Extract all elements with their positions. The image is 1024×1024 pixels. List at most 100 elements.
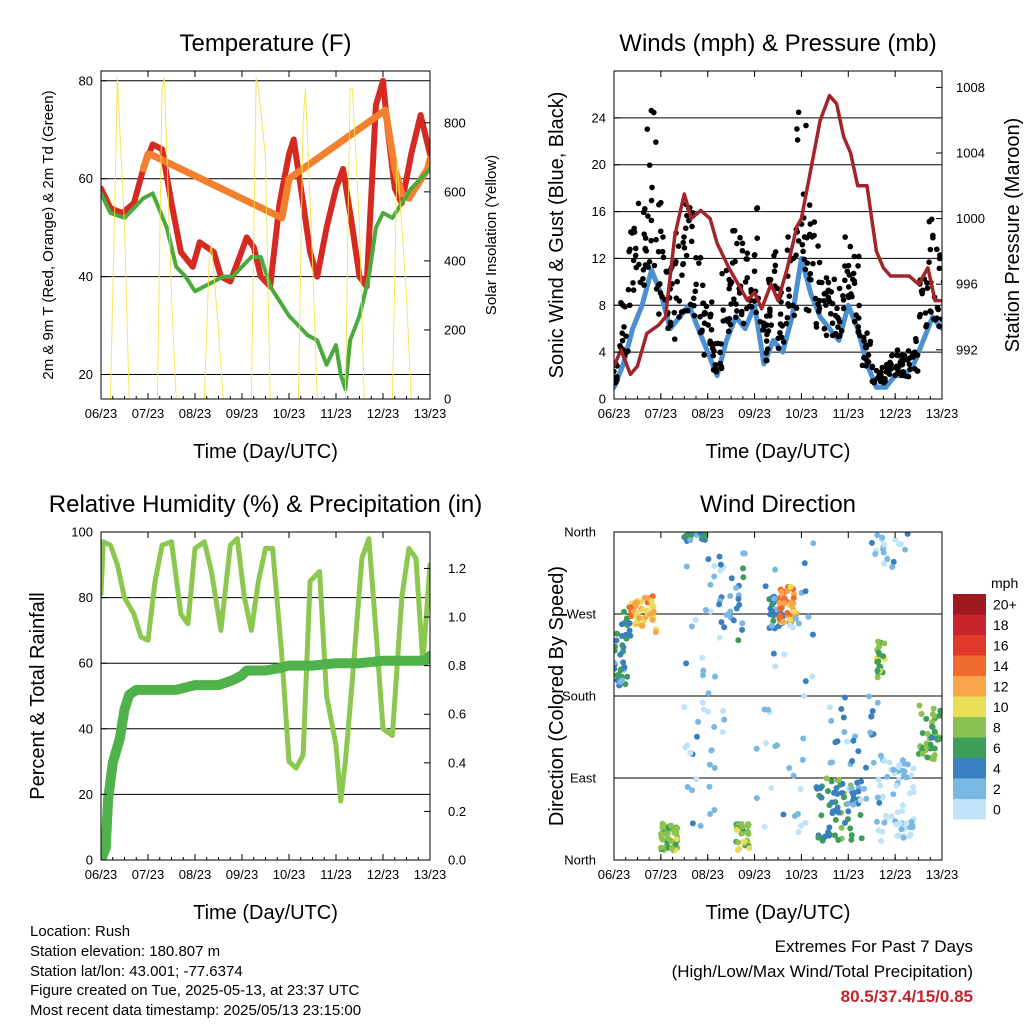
gust-point	[641, 231, 647, 237]
gust-point	[676, 314, 682, 320]
x-tick-label: 11/23	[320, 867, 352, 882]
direction-point	[699, 672, 706, 679]
gust-point	[734, 240, 740, 247]
gust-point	[771, 268, 778, 275]
direction-point	[892, 536, 899, 543]
direction-point	[937, 707, 942, 714]
direction-point	[844, 800, 851, 807]
series-station-pressure	[614, 93, 942, 377]
direction-point	[668, 837, 675, 844]
gust-point	[717, 349, 723, 356]
direction-cluster	[614, 604, 634, 689]
gust-point	[840, 305, 847, 312]
direction-point	[878, 838, 885, 845]
direction-point	[795, 829, 802, 836]
direction-point	[695, 718, 702, 725]
direction-point	[840, 714, 847, 721]
gust-point	[823, 302, 829, 308]
direction-point	[919, 730, 926, 737]
direction-point	[802, 678, 809, 685]
gust-point	[671, 309, 678, 316]
direction-point	[716, 601, 723, 608]
direction-point	[845, 808, 852, 815]
x-tick-label: 08/23	[691, 867, 724, 882]
gust-point	[793, 252, 799, 258]
gust-point	[608, 376, 614, 382]
gust-point	[834, 314, 841, 321]
gust-point	[622, 303, 628, 310]
gust-point	[783, 320, 790, 327]
y-tick-label: 0	[599, 392, 606, 407]
gust-point	[775, 345, 782, 352]
direction-point	[890, 766, 897, 773]
direction-point	[872, 551, 879, 558]
direction-point	[802, 588, 809, 595]
gust-point	[680, 239, 687, 246]
gust-point	[649, 184, 655, 191]
direction-point	[721, 716, 728, 723]
gust-point	[878, 369, 884, 375]
gust-point	[806, 231, 813, 238]
gust-point	[767, 306, 773, 312]
direction-point	[762, 740, 769, 747]
direction-point	[673, 836, 680, 843]
legend-swatch	[953, 676, 986, 697]
direction-cluster	[681, 556, 728, 829]
direction-point	[668, 822, 675, 829]
gust-point	[657, 228, 664, 235]
direction-point	[700, 667, 707, 674]
direction-cluster	[873, 638, 888, 681]
extremes-box: Extremes For Past 7 Days (High/Low/Max W…	[672, 934, 973, 1009]
direction-cluster	[826, 693, 886, 808]
direction-point	[795, 620, 802, 627]
y2-tick-label: 0.2	[448, 804, 466, 819]
gust-point	[710, 352, 716, 359]
direction-point	[735, 637, 742, 644]
gust-point	[708, 326, 715, 333]
direction-point	[880, 549, 887, 556]
gust-point	[823, 275, 830, 281]
direction-cluster	[681, 532, 708, 545]
x-tick-label: 10/23	[785, 867, 818, 882]
direction-point	[689, 820, 696, 827]
gust-point	[810, 260, 816, 267]
direction-point	[706, 761, 713, 768]
legend-label: 6	[993, 740, 1001, 756]
x-tick-label: 12/23	[367, 867, 400, 882]
gust-point	[851, 278, 858, 284]
x-tick-label: 06/23	[85, 867, 118, 882]
gust-point	[691, 302, 697, 309]
direction-point	[910, 788, 917, 795]
y-tick-label: East	[570, 771, 596, 786]
direction-point	[870, 759, 877, 766]
direction-point	[868, 539, 875, 546]
gust-point	[659, 248, 666, 255]
gust-point	[743, 305, 750, 312]
direction-point	[860, 785, 867, 792]
direction-point	[880, 560, 887, 567]
direction-point	[832, 739, 839, 746]
info-location: Location: Rush	[30, 923, 131, 940]
direction-point	[736, 601, 743, 608]
direction-point	[832, 832, 839, 839]
direction-point	[903, 774, 910, 781]
gust-point	[667, 322, 674, 329]
gust-point	[679, 272, 685, 278]
direction-point	[786, 764, 793, 771]
gust-point	[739, 247, 746, 254]
gust-point	[804, 260, 811, 266]
gust-point	[701, 352, 707, 358]
direction-point	[906, 833, 913, 840]
direction-point	[693, 776, 700, 783]
gust-point	[737, 234, 743, 241]
direction-point	[733, 584, 740, 591]
direction-point	[897, 820, 904, 827]
panel-title: Relative Humidity (%) & Precipitation (i…	[49, 491, 482, 518]
gust-point	[707, 311, 714, 318]
gust-point	[734, 308, 740, 314]
direction-point	[863, 795, 870, 802]
legend-label: 20+	[993, 596, 1017, 612]
direction-point	[896, 762, 903, 769]
direction-point	[876, 643, 883, 650]
gust-point	[740, 320, 747, 327]
